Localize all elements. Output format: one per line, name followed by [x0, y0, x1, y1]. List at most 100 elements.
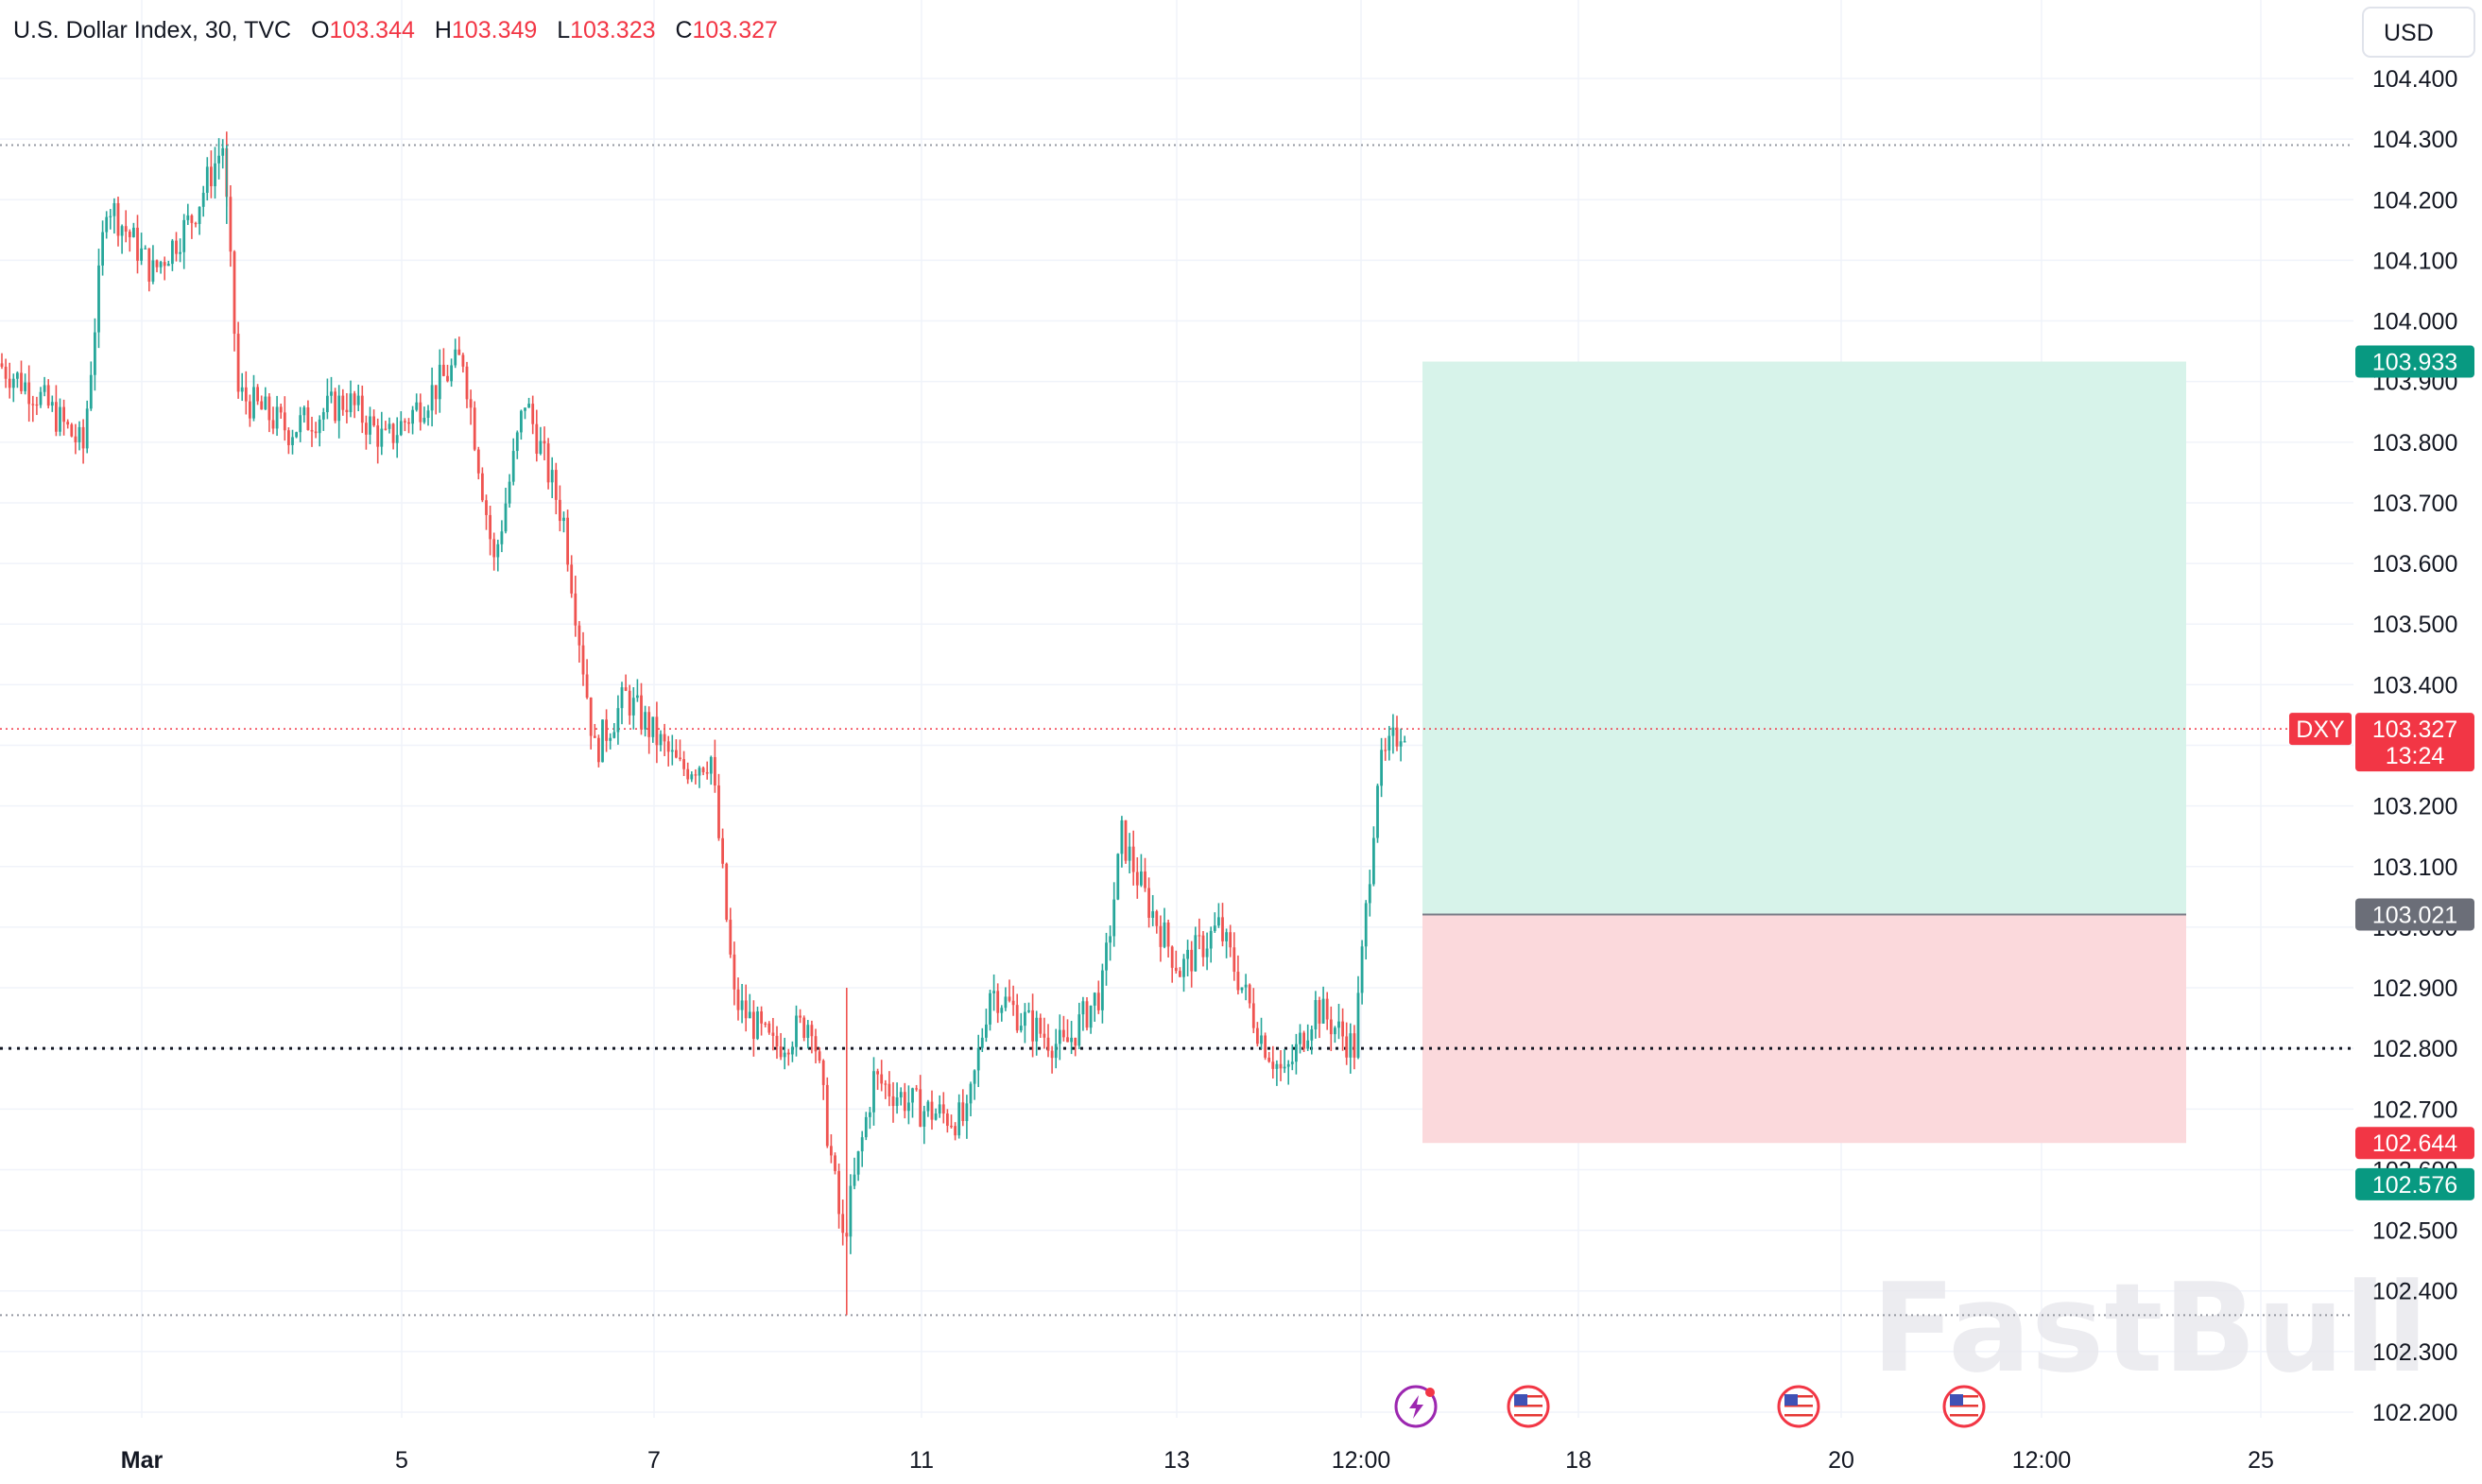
- price-tick-label: 102.500: [2372, 1218, 2457, 1245]
- candle: [888, 1071, 891, 1107]
- candle: [1015, 993, 1019, 1033]
- stop-price-badge[interactable]: 102.644: [2355, 1127, 2474, 1160]
- candle: [240, 372, 244, 402]
- candle: [589, 697, 593, 750]
- event-markers: [1394, 1385, 1986, 1428]
- long-position-tool[interactable]: [1422, 361, 2186, 1144]
- candle: [1295, 1033, 1298, 1075]
- close-value: 103.327: [693, 17, 778, 43]
- candle: [725, 862, 729, 923]
- candle: [1310, 1026, 1314, 1055]
- candle: [1341, 1008, 1344, 1051]
- candle: [267, 393, 271, 433]
- currency-label: USD: [2384, 20, 2434, 46]
- candle: [198, 206, 201, 235]
- time-axis[interactable]: Mar 5 7 11 13 12:00 18 20 12:00 25: [121, 1447, 2274, 1474]
- candle: [1105, 932, 1108, 986]
- open-value: 103.344: [330, 17, 415, 43]
- candle: [205, 157, 209, 201]
- candle: [670, 734, 674, 766]
- candle: [559, 485, 561, 532]
- candle: [825, 1077, 829, 1148]
- candle: [407, 418, 410, 434]
- currency-box[interactable]: USD: [2362, 7, 2475, 58]
- candle: [124, 210, 128, 243]
- candle: [543, 426, 546, 461]
- price-tick-label: 104.000: [2372, 309, 2457, 336]
- candle: [356, 384, 360, 412]
- entry-price-badge[interactable]: 103.021: [2355, 898, 2474, 931]
- candle: [353, 390, 356, 419]
- candle: [605, 709, 608, 752]
- candle: [105, 211, 109, 239]
- candle: [539, 426, 543, 456]
- profit-zone[interactable]: [1422, 361, 2186, 915]
- candle: [4, 358, 8, 388]
- candle: [895, 1082, 899, 1114]
- candle: [244, 371, 248, 415]
- candle: [884, 1079, 888, 1099]
- candle: [698, 766, 701, 788]
- price-tick-label: 103.600: [2372, 551, 2457, 578]
- candle: [705, 761, 709, 780]
- candle: [714, 739, 716, 793]
- us-flag-icon[interactable]: [1507, 1385, 1550, 1428]
- candle: [1074, 1037, 1077, 1057]
- candle: [85, 400, 89, 454]
- candle: [151, 245, 155, 285]
- candle: [476, 446, 480, 480]
- loss-zone[interactable]: [1422, 914, 2186, 1144]
- price-tick-label: 102.900: [2372, 975, 2457, 1002]
- candle: [469, 389, 473, 425]
- candle: [1314, 991, 1318, 1039]
- open-label: O: [311, 17, 329, 43]
- candle: [97, 249, 100, 349]
- candle: [1070, 1021, 1073, 1055]
- candle: [20, 360, 23, 394]
- candle: [120, 224, 124, 254]
- price-axis[interactable]: 104.400 104.300 104.200 104.100 104.000 103.9…: [2372, 66, 2457, 1426]
- candle: [1299, 1024, 1301, 1054]
- candle: [562, 511, 565, 533]
- symbol-tag-text: DXY: [2296, 716, 2345, 743]
- candle: [989, 990, 991, 1031]
- header-legend: U.S. Dollar Index, 30, TVC O103.344 H 103…: [13, 17, 778, 43]
- candle: [210, 150, 213, 198]
- candle: [473, 401, 476, 452]
- symbol-tag[interactable]: DXY: [2289, 713, 2352, 746]
- us-flag-icon[interactable]: [1777, 1385, 1820, 1428]
- candle: [1186, 940, 1189, 976]
- candle: [1174, 950, 1178, 975]
- candle: [818, 1047, 821, 1063]
- candle: [814, 1028, 818, 1063]
- level-price-badge-text: 102.576: [2372, 1172, 2457, 1199]
- candle: [1008, 979, 1011, 1003]
- candle: [1290, 1044, 1294, 1071]
- candle: [1329, 1006, 1333, 1051]
- us-flag-icon[interactable]: [1942, 1385, 1986, 1428]
- candle: [1147, 877, 1150, 928]
- candle: [1372, 826, 1375, 887]
- candle: [384, 421, 388, 431]
- candle: [299, 406, 302, 442]
- symbol-title: U.S. Dollar Index, 30, TVC: [13, 17, 291, 43]
- time-tick-label: 11: [909, 1447, 934, 1474]
- candle: [147, 248, 151, 292]
- candle: [399, 411, 403, 437]
- candle: [1050, 1045, 1054, 1074]
- price-tick-label: 103.200: [2372, 794, 2457, 820]
- candle: [221, 139, 225, 169]
- horizontal-levels: [0, 144, 2353, 1317]
- candle: [837, 1163, 840, 1229]
- candle: [663, 723, 666, 757]
- low-value: 103.323: [570, 17, 655, 43]
- target-price-badge[interactable]: 103.933: [2355, 345, 2474, 378]
- lightning-event-icon[interactable]: [1394, 1385, 1438, 1428]
- candle: [236, 321, 240, 399]
- high-label: H: [435, 17, 452, 43]
- candle: [980, 1027, 984, 1052]
- level-price-badge[interactable]: 102.576: [2355, 1167, 2474, 1200]
